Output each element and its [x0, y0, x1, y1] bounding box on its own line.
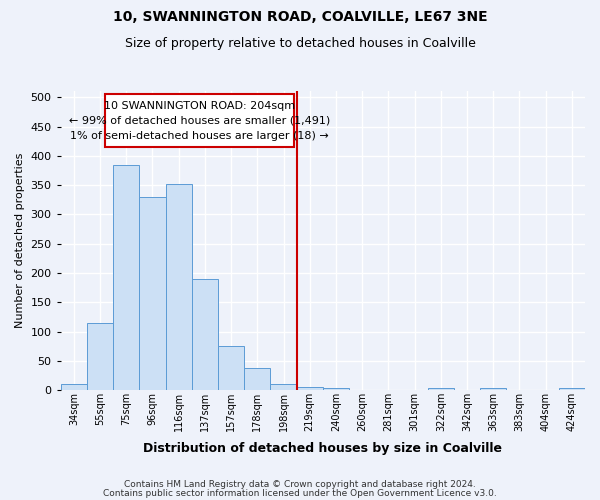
Bar [113, 164, 139, 390]
Text: 10, SWANNINGTON ROAD, COALVILLE, LE67 3NE: 10, SWANNINGTON ROAD, COALVILLE, LE67 3N… [113, 10, 487, 24]
Text: Contains public sector information licensed under the Open Government Licence v3: Contains public sector information licen… [103, 488, 497, 498]
Bar [166, 184, 192, 390]
Bar [139, 197, 166, 390]
Text: 1% of semi-detached houses are larger (18) →: 1% of semi-detached houses are larger (1… [70, 130, 329, 140]
Bar [218, 346, 244, 390]
Bar [296, 386, 323, 390]
Text: Contains HM Land Registry data © Crown copyright and database right 2024.: Contains HM Land Registry data © Crown c… [124, 480, 476, 489]
Bar [559, 388, 585, 390]
Bar [244, 368, 271, 390]
Bar [192, 279, 218, 390]
FancyBboxPatch shape [105, 94, 294, 147]
Bar [428, 388, 454, 390]
Bar [480, 388, 506, 390]
Bar [61, 384, 87, 390]
Y-axis label: Number of detached properties: Number of detached properties [15, 153, 25, 328]
Bar [323, 388, 349, 390]
Bar [87, 323, 113, 390]
Text: Size of property relative to detached houses in Coalville: Size of property relative to detached ho… [125, 38, 475, 51]
Text: 10 SWANNINGTON ROAD: 204sqm: 10 SWANNINGTON ROAD: 204sqm [104, 101, 295, 111]
X-axis label: Distribution of detached houses by size in Coalville: Distribution of detached houses by size … [143, 442, 502, 455]
Text: ← 99% of detached houses are smaller (1,491): ← 99% of detached houses are smaller (1,… [69, 116, 330, 126]
Bar [271, 384, 296, 390]
